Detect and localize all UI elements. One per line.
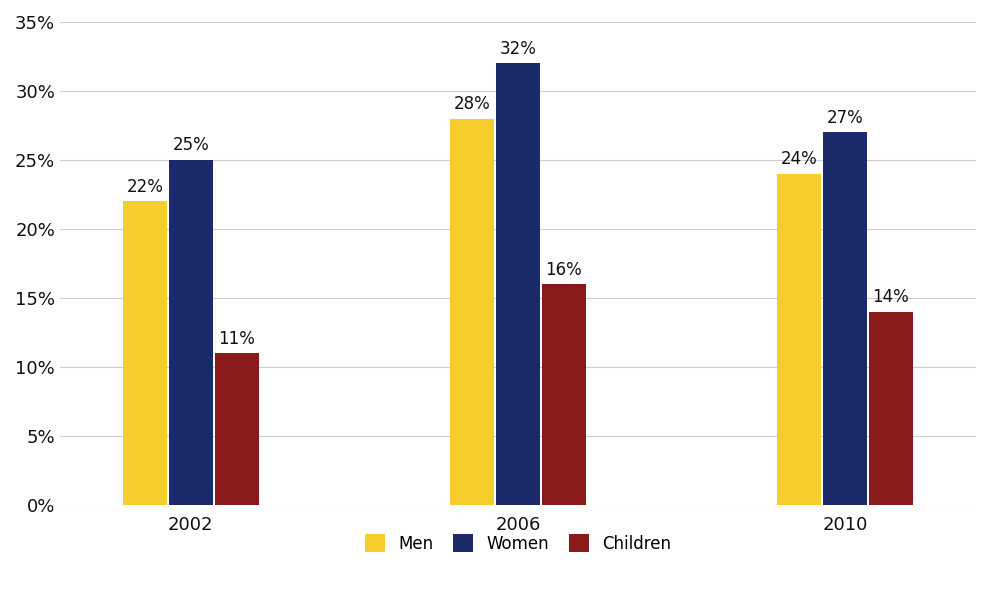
Bar [824,132,867,505]
Text: 24%: 24% [781,150,818,168]
Bar [450,119,495,505]
Text: 28%: 28% [454,95,491,113]
Legend: Men, Women, Children: Men, Women, Children [358,528,678,559]
Text: 32%: 32% [499,40,536,58]
Bar [542,284,586,505]
Bar [496,63,540,505]
Text: 27%: 27% [826,109,863,127]
Bar [215,353,259,505]
Text: 11%: 11% [218,329,255,348]
Text: 14%: 14% [872,288,910,306]
Bar [777,174,822,505]
Text: 22%: 22% [127,178,164,196]
Text: 16%: 16% [545,261,582,278]
Bar [869,312,913,505]
Bar [168,160,213,505]
Text: 25%: 25% [172,136,209,155]
Bar [123,202,167,505]
